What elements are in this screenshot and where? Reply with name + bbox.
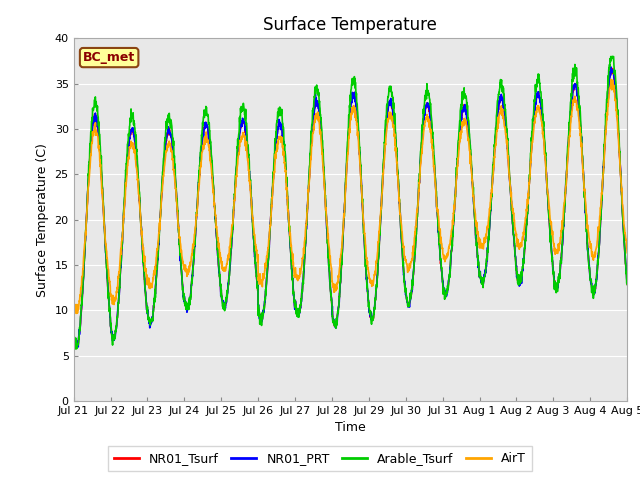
NR01_Tsurf <box>609 66 616 72</box>
Line: NR01_Tsurf: NR01_Tsurf <box>74 69 627 348</box>
NR01_Tsurf <box>379 179 387 184</box>
AirT <box>511 228 519 234</box>
NR01_PRT <box>71 345 79 351</box>
NR01_PRT <box>225 280 232 286</box>
Arable_Tsurf <box>70 325 77 331</box>
NR01_Tsurf <box>511 254 519 260</box>
Line: Arable_Tsurf: Arable_Tsurf <box>74 57 627 349</box>
Arable_Tsurf <box>575 92 582 97</box>
AirT <box>72 311 80 316</box>
AirT <box>590 253 598 259</box>
Legend: NR01_Tsurf, NR01_PRT, Arable_Tsurf, AirT: NR01_Tsurf, NR01_PRT, Arable_Tsurf, AirT <box>108 446 532 471</box>
NR01_Tsurf <box>72 345 80 351</box>
X-axis label: Time: Time <box>335 421 366 434</box>
NR01_Tsurf <box>225 281 232 287</box>
NR01_PRT <box>367 314 374 320</box>
NR01_PRT <box>575 102 582 108</box>
Arable_Tsurf <box>225 284 232 289</box>
AirT <box>70 298 77 303</box>
NR01_Tsurf <box>70 328 77 334</box>
Line: AirT: AirT <box>74 80 627 313</box>
AirT <box>607 77 615 83</box>
Line: NR01_PRT: NR01_PRT <box>74 67 627 348</box>
NR01_PRT <box>590 288 598 294</box>
NR01_PRT <box>70 326 77 332</box>
Arable_Tsurf <box>511 254 519 260</box>
Title: Surface Temperature: Surface Temperature <box>264 16 437 34</box>
Arable_Tsurf <box>379 173 387 179</box>
Arable_Tsurf <box>590 287 598 293</box>
NR01_PRT <box>607 64 614 70</box>
Arable_Tsurf <box>72 346 79 352</box>
NR01_PRT <box>623 280 631 286</box>
Arable_Tsurf <box>367 308 374 314</box>
NR01_Tsurf <box>623 281 631 287</box>
NR01_Tsurf <box>367 315 374 321</box>
Y-axis label: Surface Temperature (C): Surface Temperature (C) <box>36 143 49 297</box>
AirT <box>575 113 582 119</box>
NR01_PRT <box>379 180 387 186</box>
AirT <box>225 252 232 258</box>
Arable_Tsurf <box>607 54 614 60</box>
NR01_PRT <box>511 253 519 259</box>
NR01_Tsurf <box>590 289 598 295</box>
AirT <box>379 183 387 189</box>
Arable_Tsurf <box>623 282 631 288</box>
AirT <box>623 250 631 256</box>
NR01_Tsurf <box>575 100 582 106</box>
Text: BC_met: BC_met <box>83 51 135 64</box>
AirT <box>367 280 374 286</box>
